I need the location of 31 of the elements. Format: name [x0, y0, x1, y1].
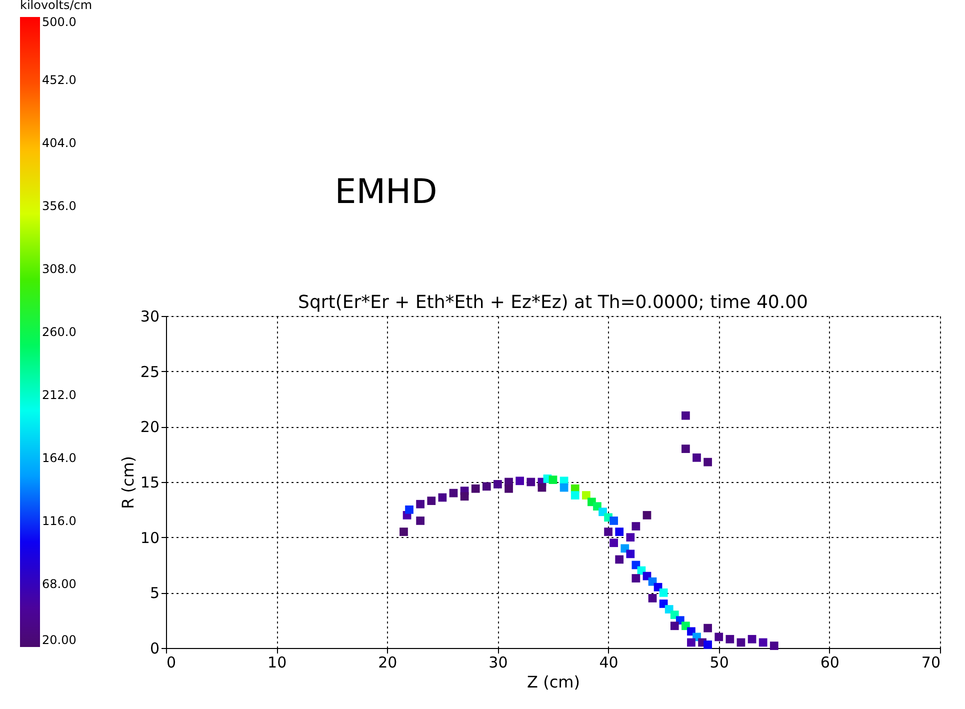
color-bar-label: 20.00: [42, 633, 76, 647]
color-bar-label: 260.0: [42, 325, 76, 339]
chart-title: EMHD: [334, 172, 438, 212]
y-tick-label: 0: [150, 640, 160, 658]
color-bar-label: 308.0: [42, 262, 76, 276]
color-bar-label: 356.0: [42, 199, 76, 213]
x-axis-title: Z (cm): [527, 672, 580, 692]
x-tick-label: 70: [921, 654, 940, 672]
y-tick-label: 25: [140, 362, 160, 381]
color-bar-label: 404.0: [42, 136, 76, 150]
color-bar-label: 164.0: [42, 451, 76, 465]
y-tick-label: 30: [140, 308, 160, 326]
color-bar-label: 116.0: [42, 514, 76, 528]
y-tick-label: 10: [140, 528, 160, 547]
chart-subtitle: Sqrt(Er*Er + Eth*Eth + Ez*Ez) at Th=0.0000; time 40.00: [298, 292, 808, 313]
color-bar-label: 452.0: [42, 73, 76, 87]
x-tick-label: 50: [710, 654, 729, 672]
x-tick-label: 30: [488, 654, 508, 672]
color-bar-label: 68.00: [42, 577, 76, 591]
y-tick-label: 5: [150, 584, 160, 602]
x-tick-label: 0: [166, 654, 176, 672]
x-tick-label: 60: [820, 654, 840, 672]
y-axis-title: R (cm): [118, 456, 138, 510]
x-tick-label: 20: [378, 654, 398, 672]
y-tick-label: 20: [140, 418, 160, 436]
color-bar-label: 212.0: [42, 388, 76, 402]
color-bar-title: kilovolts/cm: [20, 0, 92, 12]
color-bar-label: 500.0: [42, 15, 76, 29]
x-tick-label: 10: [268, 654, 287, 672]
x-tick-label: 40: [599, 654, 618, 672]
y-tick-label: 15: [140, 474, 160, 492]
